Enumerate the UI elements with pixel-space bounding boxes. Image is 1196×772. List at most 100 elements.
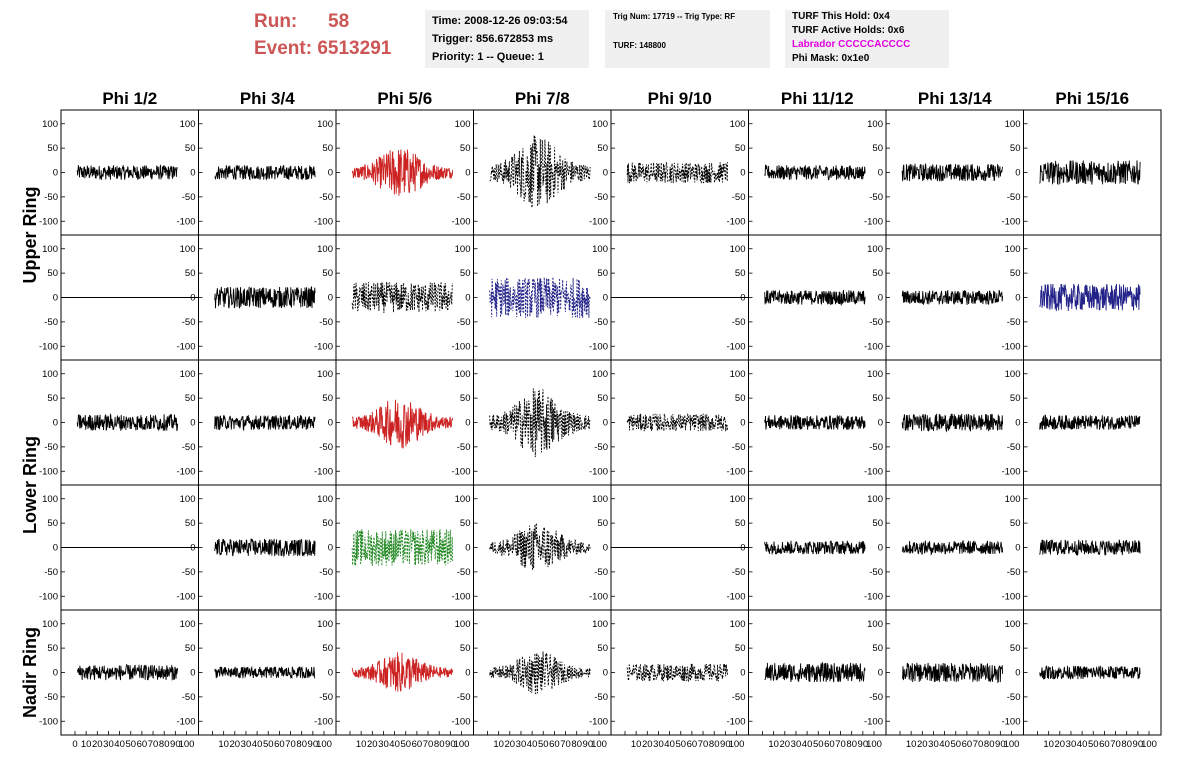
y-tick-label: 50 xyxy=(460,143,471,154)
y-tick-label: 100 xyxy=(455,119,471,130)
y-tick-label: -50 xyxy=(594,567,608,578)
waveform-trace xyxy=(489,388,591,458)
waveform-trace xyxy=(901,162,1004,182)
x-tick-label: 30 xyxy=(653,739,664,750)
y-tick-label: 50 xyxy=(872,518,883,529)
y-tick-label: 100 xyxy=(42,119,58,130)
y-tick-label: 0 xyxy=(465,668,470,679)
waveform-trace xyxy=(489,651,591,695)
y-tick-label: 50 xyxy=(1010,393,1021,404)
column-header: Phi 11/12 xyxy=(781,89,854,108)
waveform-trace xyxy=(626,663,729,683)
y-tick-label: 100 xyxy=(1005,119,1021,130)
x-tick-label: 80 xyxy=(846,739,857,750)
waveform-trace xyxy=(901,662,1004,684)
x-tick-label: 70 xyxy=(973,739,984,750)
x-tick-label: 100 xyxy=(591,739,607,750)
x-tick-label: 90 xyxy=(1133,739,1144,750)
y-tick-label: 100 xyxy=(592,494,608,505)
y-tick-label: 50 xyxy=(460,643,471,654)
x-tick-label: 40 xyxy=(664,739,675,750)
y-tick-label: -100 xyxy=(726,216,745,227)
x-tick-label: 90 xyxy=(583,739,594,750)
y-tick-label: 0 xyxy=(328,293,333,304)
waveform-trace xyxy=(214,538,316,558)
y-tick-label: -100 xyxy=(1001,716,1020,727)
x-tick-label: 90 xyxy=(995,739,1006,750)
y-tick-label: -50 xyxy=(869,442,883,453)
y-tick-label: 50 xyxy=(322,643,333,654)
x-tick-label: 40 xyxy=(802,739,813,750)
y-tick-label: 50 xyxy=(460,268,471,279)
column-header: Phi 3/4 xyxy=(240,89,295,108)
y-tick-label: 50 xyxy=(735,643,746,654)
y-tick-label: 50 xyxy=(460,393,471,404)
y-tick-label: 0 xyxy=(53,543,58,554)
x-tick-label: 90 xyxy=(720,739,731,750)
y-tick-label: 100 xyxy=(455,494,471,505)
turf-text: TURF: 148800 xyxy=(613,41,666,50)
y-tick-label: 100 xyxy=(180,244,196,255)
turf-active-holds-text: TURF Active Holds: 0x6 xyxy=(792,25,905,36)
y-tick-label: 100 xyxy=(42,244,58,255)
x-tick-label: 100 xyxy=(866,739,882,750)
y-tick-label: -50 xyxy=(457,192,471,203)
y-tick-label: -100 xyxy=(314,466,333,477)
x-tick-label: 10 xyxy=(1043,739,1054,750)
y-tick-label: -50 xyxy=(732,442,746,453)
y-tick-label: 0 xyxy=(328,168,333,179)
x-tick-label: 60 xyxy=(1099,739,1110,750)
y-tick-label: 50 xyxy=(735,268,746,279)
x-tick-label: 80 xyxy=(159,739,170,750)
y-tick-label: 0 xyxy=(1015,293,1020,304)
y-tick-label: 50 xyxy=(185,518,196,529)
y-tick-label: -50 xyxy=(319,567,333,578)
y-tick-label: 0 xyxy=(328,418,333,429)
x-tick-label: 30 xyxy=(516,739,527,750)
y-tick-label: 100 xyxy=(455,369,471,380)
y-tick-label: -100 xyxy=(726,341,745,352)
waveform-trace xyxy=(764,414,866,431)
y-tick-label: 50 xyxy=(322,393,333,404)
turf-info-box: TURF This Hold: 0x4 TURF Active Holds: 0… xyxy=(785,10,949,68)
y-tick-label: 0 xyxy=(740,418,745,429)
time-text: Time: 2008-12-26 09:03:54 xyxy=(432,15,568,27)
y-tick-label: 0 xyxy=(328,543,333,554)
time-info-box: Time: 2008-12-26 09:03:54 Trigger: 856.6… xyxy=(425,10,589,68)
x-tick-label: 60 xyxy=(412,739,423,750)
y-tick-label: 0 xyxy=(190,418,195,429)
y-tick-label: 50 xyxy=(185,393,196,404)
x-tick-label: 60 xyxy=(824,739,835,750)
y-tick-label: 0 xyxy=(1015,668,1020,679)
x-tick-label: 10 xyxy=(493,739,504,750)
waveform-trace xyxy=(76,164,179,180)
waveform-trace xyxy=(351,281,454,314)
y-tick-label: 50 xyxy=(47,268,58,279)
y-tick-label: -50 xyxy=(594,192,608,203)
y-tick-label: -50 xyxy=(319,692,333,703)
waveform-trace xyxy=(764,164,866,181)
x-tick-label: 100 xyxy=(1004,739,1020,750)
y-tick-label: -100 xyxy=(176,216,195,227)
y-tick-label: -50 xyxy=(869,317,883,328)
y-tick-label: 0 xyxy=(465,543,470,554)
y-tick-label: -50 xyxy=(319,317,333,328)
x-tick-label: 100 xyxy=(454,739,470,750)
y-tick-label: 100 xyxy=(867,619,883,630)
x-tick-label: 20 xyxy=(780,739,791,750)
y-tick-label: -100 xyxy=(314,341,333,352)
y-tick-label: -50 xyxy=(1007,567,1021,578)
y-tick-label: -50 xyxy=(44,317,58,328)
y-tick-label: -100 xyxy=(176,716,195,727)
y-tick-label: 0 xyxy=(740,543,745,554)
x-tick-label: 70 xyxy=(1110,739,1121,750)
trigger-text: Trigger: 856.672853 ms xyxy=(432,33,554,45)
y-tick-label: 100 xyxy=(42,369,58,380)
x-tick-label: 20 xyxy=(367,739,378,750)
x-tick-label: 40 xyxy=(389,739,400,750)
y-tick-label: 100 xyxy=(867,244,883,255)
waveform-trace xyxy=(214,665,316,680)
y-tick-label: -50 xyxy=(732,692,746,703)
x-tick-label: 0 xyxy=(72,739,77,750)
